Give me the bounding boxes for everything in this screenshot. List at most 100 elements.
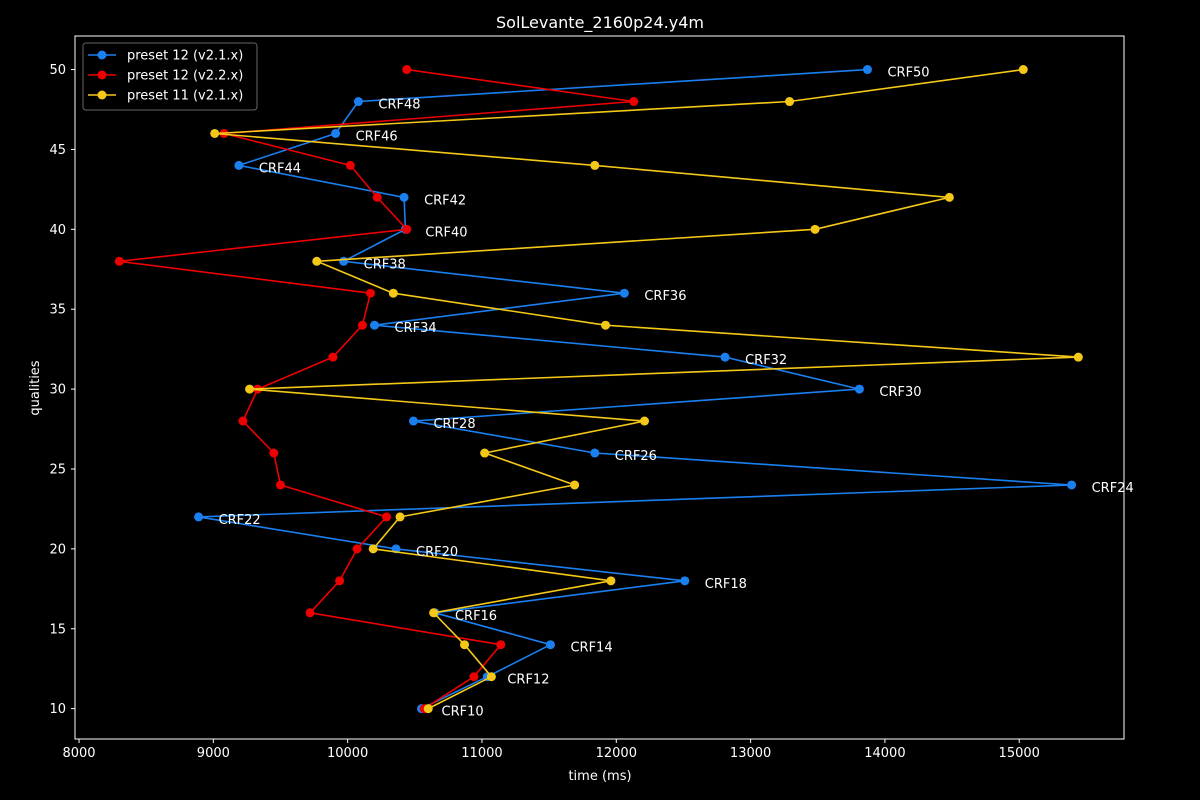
data-point [114,256,124,266]
crf-label: CRF46 [356,129,398,144]
y-tick-label: 35 [49,303,66,318]
data-point [429,608,439,618]
data-point [1067,480,1077,490]
y-tick-label: 40 [49,223,66,238]
crf-label: CRF50 [887,66,929,81]
crf-label: CRF14 [570,641,612,656]
data-point [590,160,600,170]
data-point [423,704,433,714]
data-point [810,224,820,234]
data-point [245,384,255,394]
y-tick-label: 15 [49,622,66,637]
data-point [194,512,204,522]
x-tick-label: 8000 [62,746,95,761]
data-point [590,448,600,458]
data-point [234,160,244,170]
data-point [601,320,611,330]
data-point [339,256,349,266]
crf-label: CRF22 [219,513,261,528]
crf-label: CRF16 [455,609,497,624]
crf-label: CRF34 [395,321,437,336]
data-point [328,352,338,362]
data-point [382,512,392,522]
y-tick-label: 25 [49,462,66,477]
plot-area: 8000 9000 10000 11000 12000 13000 14000 15000 10… [49,35,1134,761]
x-tick-label: 13000 [730,746,771,761]
data-point [944,192,954,202]
data-point [862,65,872,75]
data-point [629,97,639,107]
data-point [545,640,555,650]
data-point [408,416,418,426]
crf-label: CRF26 [615,449,657,464]
data-point [368,544,378,554]
data-point [1018,65,1028,75]
data-point [352,544,362,554]
crf-label: CRF30 [879,385,921,400]
crf-label: CRF20 [416,545,458,560]
y-tick-label: 20 [49,542,66,557]
data-point [680,576,690,586]
data-point [720,352,730,362]
x-tick-label: 15000 [999,746,1040,761]
data-point [388,288,398,298]
legend-marker [97,70,107,80]
crf-label: CRF44 [259,161,301,176]
data-point [619,288,629,298]
legend-label: preset 11 (v2.1.x) [127,89,243,104]
x-tick-label: 10000 [327,746,368,761]
data-point [480,448,490,458]
crf-label: CRF38 [364,257,406,272]
x-tick-label: 12000 [596,746,637,761]
data-point [639,416,649,426]
crf-label: CRF42 [424,193,466,208]
legend-label: preset 12 (v2.1.x) [127,49,243,64]
data-point [486,672,496,682]
data-point [854,384,864,394]
x-tick-label: 9000 [197,746,230,761]
data-point [402,65,412,75]
legend-marker [97,50,107,60]
legend-label: preset 12 (v2.2.x) [127,69,243,84]
data-point [353,97,363,107]
crf-label: CRF36 [644,289,686,304]
crf-label: CRF48 [378,98,420,113]
x-tick-label: 14000 [864,746,905,761]
legend-marker [97,90,107,100]
crf-label: CRF40 [425,225,467,240]
plot-frame [74,35,1125,740]
crf-label: CRF10 [442,705,484,720]
crf-label: CRF24 [1092,481,1134,496]
y-tick-label: 45 [49,143,66,158]
y-axis-title: qualities [28,360,43,415]
y-tick-label: 10 [49,702,66,717]
x-tick-label: 11000 [461,746,502,761]
data-point [210,128,220,138]
data-point [335,576,345,586]
data-point [496,640,506,650]
data-point [785,97,795,107]
data-point [460,640,470,650]
data-point [1073,352,1083,362]
y-tick-label: 30 [49,383,66,398]
data-point [399,192,409,202]
data-point [365,288,375,298]
data-point [305,608,315,618]
crf-label: CRF32 [745,353,787,368]
data-point [269,448,279,458]
data-point [238,416,248,426]
x-axis-title: time (ms) [568,769,631,784]
data-point [370,320,380,330]
data-point [469,672,479,682]
y-tick-label: 50 [49,63,66,78]
data-point [276,480,286,490]
data-point [312,256,322,266]
data-point [331,128,341,138]
data-point [395,512,405,522]
chart-title: SolLevante_2160p24.y4m [496,13,704,33]
crf-label: CRF28 [433,417,475,432]
data-point [570,480,580,490]
data-point [345,160,355,170]
